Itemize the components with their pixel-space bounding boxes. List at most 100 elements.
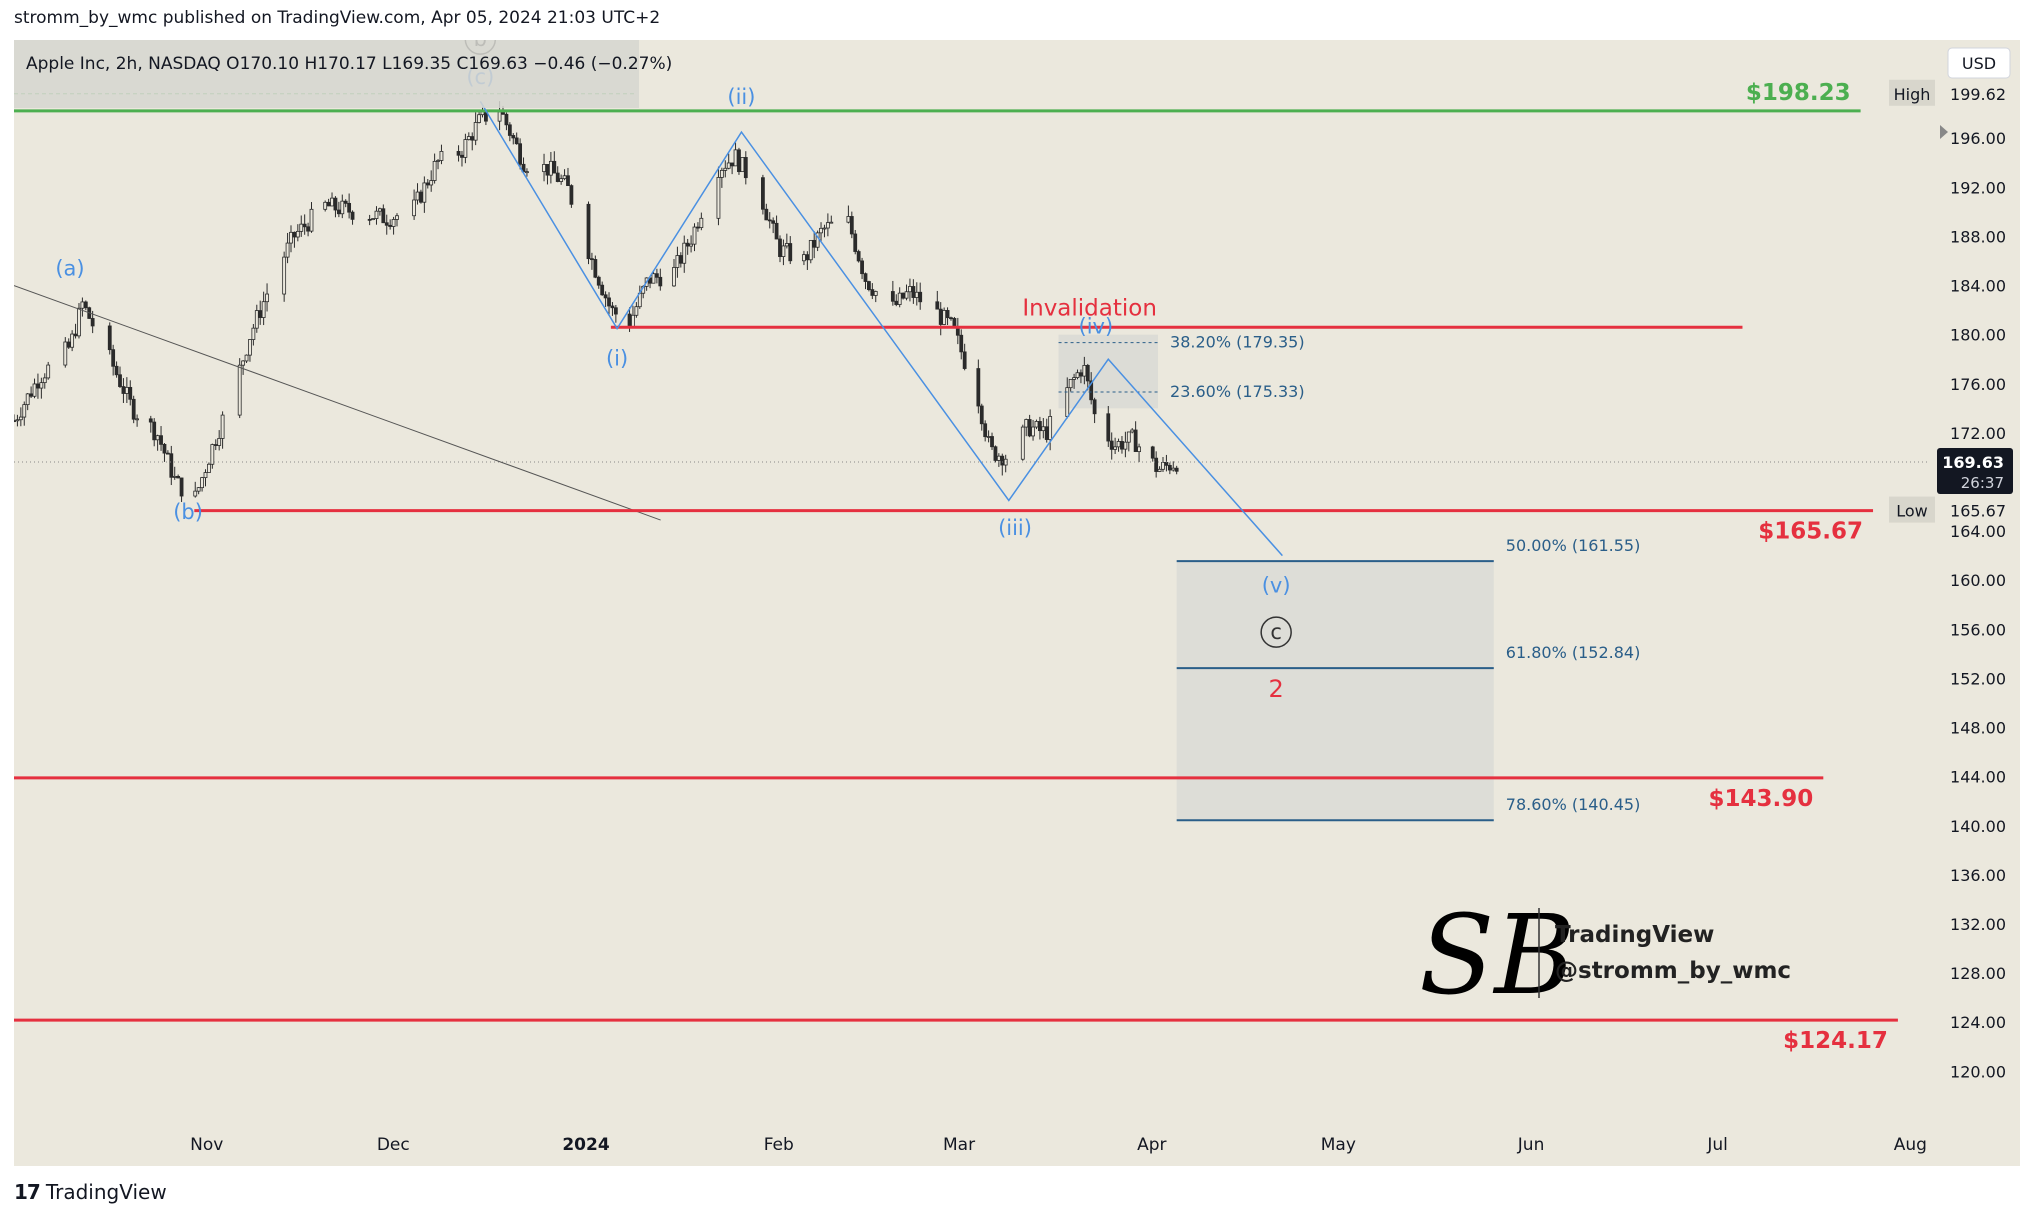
candle-body: [261, 301, 266, 318]
candle-body: [819, 227, 823, 234]
candle-body: [959, 334, 964, 353]
candle-body: [733, 149, 738, 167]
candle-body: [299, 223, 304, 232]
candle-body: [18, 416, 23, 421]
candle-body: [603, 294, 608, 299]
candle-body: [1024, 419, 1029, 428]
candle-body: [672, 267, 676, 287]
candle-body: [863, 273, 868, 282]
y-tick-label: 188.00: [1950, 227, 2006, 246]
candle-body: [131, 398, 136, 420]
candle-body: [497, 111, 502, 122]
published-header: stromm_by_wmc published on TradingView.c…: [14, 8, 661, 28]
candle-body: [651, 273, 656, 284]
candle-body: [607, 297, 611, 307]
candle-body: [514, 137, 519, 145]
candle-body: [658, 276, 663, 287]
candle-body: [258, 310, 263, 318]
candle-body: [829, 221, 834, 224]
candle-body: [781, 245, 786, 257]
candle-body: [118, 374, 122, 387]
candle-body: [802, 254, 806, 262]
candle-body: [248, 339, 252, 356]
candle-body: [77, 307, 81, 337]
candle-body: [952, 318, 957, 328]
candle-body: [1048, 416, 1053, 440]
candle-body: [1123, 441, 1128, 450]
candle-body: [326, 201, 331, 207]
candle-body: [439, 151, 444, 161]
candle-body: [805, 254, 810, 261]
x-tick-label: Mar: [943, 1135, 975, 1155]
footer-brand-label: TradingView: [45, 1180, 167, 1204]
candle-body: [1113, 446, 1118, 450]
candle-body: [788, 243, 793, 262]
legend-box: [14, 40, 639, 108]
candle-body: [627, 313, 632, 328]
candle-body: [507, 124, 512, 136]
y-tick-label: 164.00: [1950, 522, 2006, 541]
footer-brand[interactable]: 17 TradingView: [14, 1180, 167, 1204]
candle-body: [767, 219, 772, 222]
candle-body: [73, 333, 78, 337]
candle-body: [901, 292, 906, 299]
candle-body: [993, 446, 998, 461]
candle-body: [938, 308, 943, 325]
candle-body: [152, 421, 157, 441]
candle-body: [890, 291, 895, 302]
trendline: [14, 285, 661, 521]
chart-area[interactable]: $198.23 Invalidation $165.67 $143.90 $124.17…: [14, 40, 2020, 1166]
candle-body: [1126, 431, 1131, 443]
candle-body: [593, 259, 598, 278]
candle-body: [911, 286, 916, 298]
watermark-line2: @stromm_by_wmc: [1555, 958, 1791, 984]
candle-body: [432, 160, 437, 181]
x-tick-label: Jun: [1517, 1135, 1545, 1155]
elliott-wave-path: [479, 101, 1283, 557]
candle-body: [135, 418, 140, 421]
fib-lower-label-2: 78.60% (140.45): [1506, 795, 1641, 814]
candle-body: [740, 157, 745, 173]
candle-body: [244, 354, 249, 362]
y-tick-label: 192.00: [1950, 178, 2006, 197]
candle-body: [1034, 421, 1039, 428]
candle-body: [159, 435, 163, 445]
candle-body: [415, 191, 420, 201]
candle-body: [36, 383, 40, 389]
fib-upper-label-1: 23.60% (175.33): [1170, 382, 1305, 401]
candle-body: [378, 208, 382, 212]
wave-label-1: (b): [173, 500, 203, 524]
y-tick-label: 148.00: [1950, 719, 2006, 738]
y-tick-label: 152.00: [1950, 669, 2006, 688]
candle-body: [15, 419, 20, 422]
candle-body: [384, 222, 389, 226]
candle-body: [39, 382, 44, 389]
candle-body: [856, 251, 861, 262]
candle-body: [1079, 372, 1083, 377]
candle-body: [723, 167, 728, 171]
price-chart[interactable]: $198.23 Invalidation $165.67 $143.90 $124.17…: [14, 40, 2020, 1166]
candle-body: [586, 203, 591, 260]
x-tick-label: Jul: [1706, 1135, 1728, 1155]
fib-upper-label-0: 38.20% (179.35): [1170, 333, 1305, 352]
candle-body: [220, 414, 225, 439]
y-tick-label: 128.00: [1950, 964, 2006, 983]
candle-body: [388, 224, 393, 227]
candle-body: [1044, 426, 1049, 440]
watermark-line1: TradingView: [1555, 922, 1714, 948]
wave-circle-9: [1260, 616, 1292, 648]
fib-lower-label-1: 61.80% (152.84): [1506, 643, 1641, 662]
candle-body: [853, 233, 858, 252]
candle-body: [737, 149, 741, 173]
candle-body: [613, 307, 618, 315]
candle-body: [860, 260, 864, 275]
candle-body: [596, 276, 601, 286]
candle-body: [846, 216, 851, 223]
candle-body: [1027, 419, 1032, 437]
candle-body: [990, 436, 994, 448]
candle-body: [610, 305, 615, 309]
candle-body: [1161, 462, 1165, 470]
candle-body: [726, 162, 731, 169]
candle-body: [203, 472, 208, 479]
candle-body: [648, 277, 652, 284]
